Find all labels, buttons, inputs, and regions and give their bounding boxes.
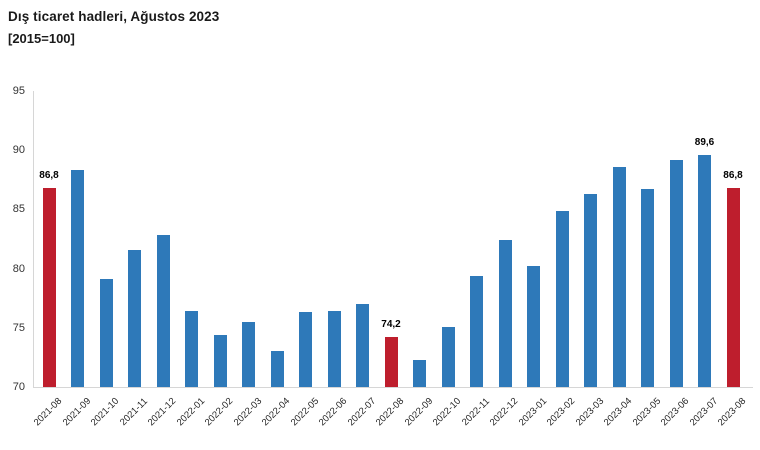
bar-2021-09 bbox=[71, 170, 84, 387]
bar-2022-04 bbox=[270, 351, 284, 387]
y-tick-label: 95 bbox=[12, 85, 25, 97]
x-tick-label: 2022-11 bbox=[459, 396, 492, 428]
x-tick-label: 2023-04 bbox=[601, 395, 635, 429]
bar-2022-05 bbox=[299, 312, 312, 387]
y-axis: 70 75 80 85 90 95 bbox=[0, 85, 27, 393]
chart-title: Dış ticaret hadleri, Ağustos 2023 bbox=[8, 9, 220, 24]
x-tick-label: 2022-08 bbox=[373, 395, 407, 429]
bar-2023-04 bbox=[612, 166, 626, 387]
bar-2022-09 bbox=[413, 359, 426, 387]
bar-2021-12 bbox=[156, 235, 170, 387]
bar-2022-06 bbox=[327, 311, 341, 387]
bar-2023-07 bbox=[698, 154, 711, 387]
x-tick-label: 2021-08 bbox=[31, 395, 65, 429]
x-tick-label: 2023-02 bbox=[544, 395, 578, 429]
y-tick-label: 70 bbox=[12, 381, 25, 393]
x-tick-label: 2021-10 bbox=[88, 395, 122, 429]
x-tick-label: 2022-10 bbox=[430, 395, 464, 429]
bar-2023-02 bbox=[555, 210, 569, 387]
bar-2022-10 bbox=[441, 326, 455, 387]
x-tick-label: 2022-07 bbox=[345, 395, 378, 429]
bar-2023-08 bbox=[726, 188, 740, 387]
bar-2022-12 bbox=[498, 240, 512, 387]
bar-value-label: 89,6 bbox=[694, 136, 715, 148]
plot-area: 86,8 74,2 89,6 86,8 bbox=[33, 91, 753, 388]
x-tick-label: 2022-06 bbox=[316, 395, 350, 429]
x-tick-label: 2021-09 bbox=[60, 395, 93, 429]
bar-2023-03 bbox=[584, 194, 597, 387]
bar-2022-08 bbox=[384, 337, 398, 387]
bar-2021-11 bbox=[128, 249, 141, 387]
y-tick-label: 90 bbox=[12, 144, 25, 157]
bar-2023-01 bbox=[527, 266, 540, 387]
bar-2022-07 bbox=[356, 304, 369, 387]
y-tick-label: 80 bbox=[12, 262, 25, 275]
x-tick-label: 2022-01 bbox=[174, 395, 207, 429]
bar-2022-02 bbox=[213, 334, 227, 387]
x-tick-label: 2023-08 bbox=[715, 395, 749, 429]
bar-value-label: 74,2 bbox=[381, 319, 401, 331]
x-tick-label: 2023-06 bbox=[658, 395, 692, 429]
x-tick-label: 2022-02 bbox=[202, 395, 236, 429]
x-tick-label: 2021-11 bbox=[117, 396, 150, 428]
bar-2022-11 bbox=[470, 275, 483, 387]
x-tick-label: 2023-05 bbox=[630, 395, 663, 429]
bar-value-label: 86,8 bbox=[39, 170, 59, 182]
bar-2022-03 bbox=[242, 321, 255, 387]
x-tick-label: 2021-12 bbox=[145, 395, 179, 429]
chart-subtitle: [2015=100] bbox=[8, 31, 75, 46]
x-tick-label: 2022-04 bbox=[259, 395, 293, 429]
x-tick-label: 2022-09 bbox=[402, 395, 435, 429]
x-tick-label: 2023-01 bbox=[516, 395, 549, 429]
bar-2023-06 bbox=[669, 159, 683, 387]
x-tick-label: 2023-03 bbox=[573, 395, 606, 429]
bar-2023-05 bbox=[641, 189, 654, 387]
x-tick-label: 2022-03 bbox=[231, 395, 264, 429]
y-tick-label: 75 bbox=[12, 321, 25, 334]
bar-2022-01 bbox=[185, 311, 198, 387]
x-tick-label: 2022-12 bbox=[487, 395, 521, 429]
x-tick-label: 2023-07 bbox=[687, 395, 720, 429]
bar-2021-10 bbox=[99, 279, 113, 387]
bar-2021-08 bbox=[42, 188, 56, 387]
x-tick-label: 2022-05 bbox=[288, 395, 321, 429]
y-tick-label: 85 bbox=[12, 203, 25, 216]
bar-value-label: 86,8 bbox=[723, 170, 743, 182]
